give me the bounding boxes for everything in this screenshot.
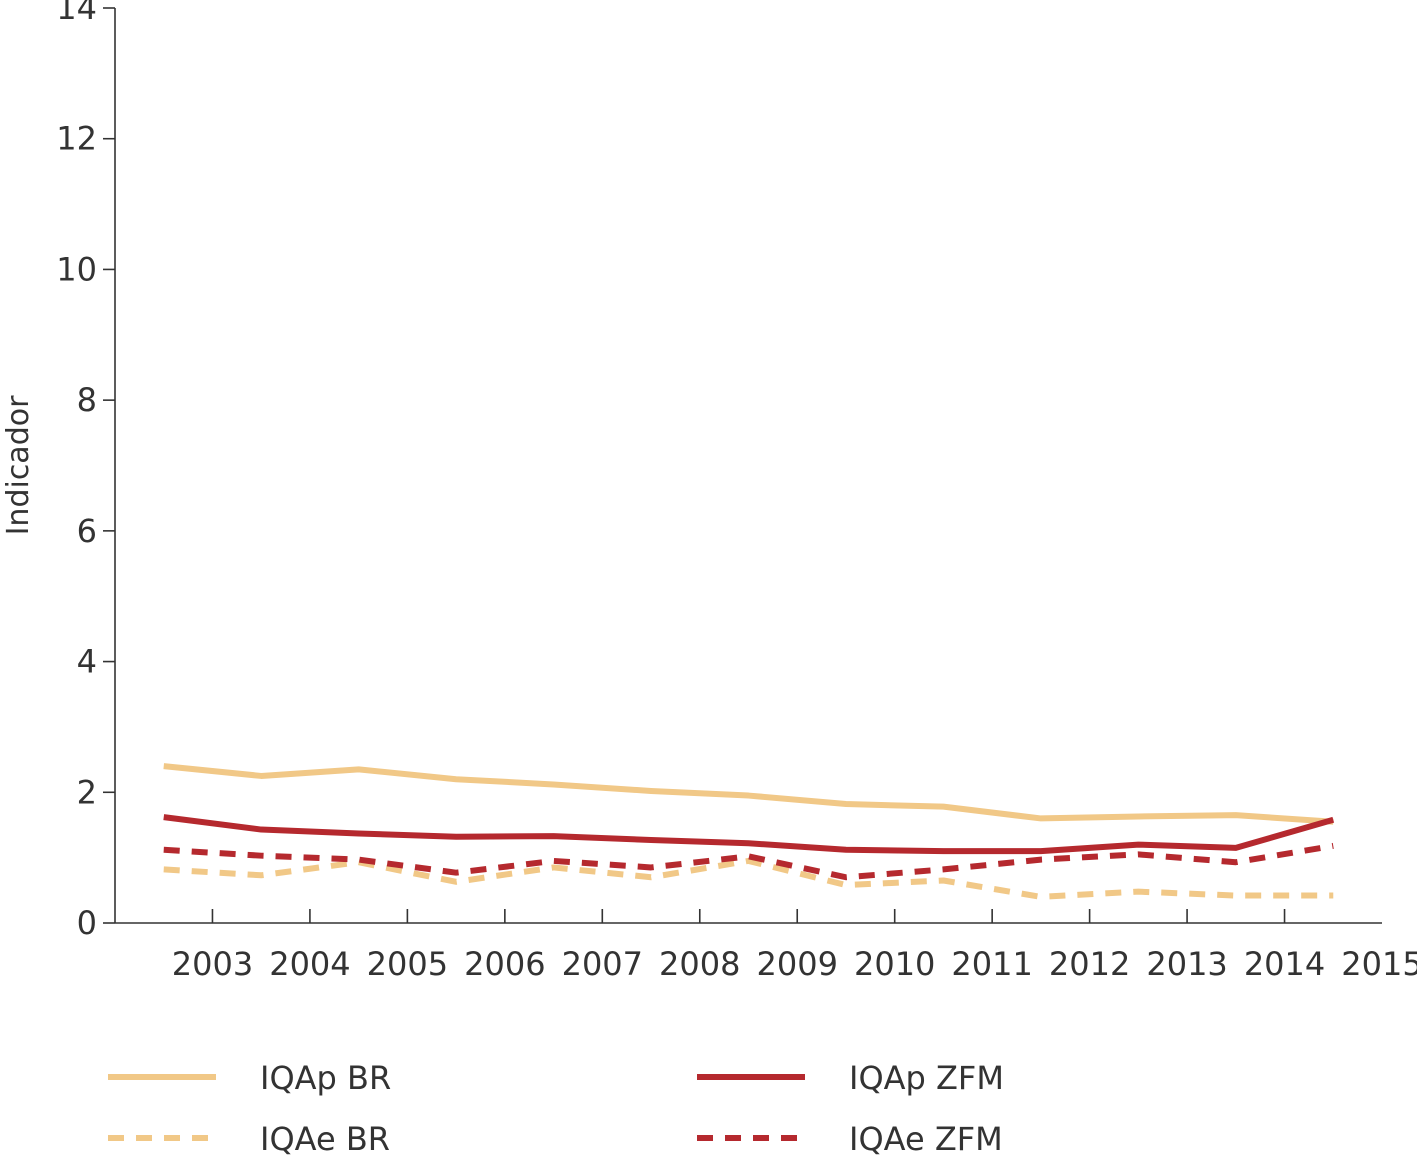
y-axis-ticks: 0 2 4 6 8 10 12 14: [56, 0, 115, 942]
y-tick-label: 0: [77, 904, 97, 942]
axes: [114, 8, 1382, 924]
x-tick-label: 2011: [951, 945, 1032, 983]
y-tick-label: 2: [77, 773, 97, 811]
legend-item: IQAe ZFM: [697, 1120, 1003, 1157]
x-tick-label: 2008: [659, 945, 740, 983]
legend-label: IQAe ZFM: [849, 1120, 1003, 1157]
y-tick-label: 8: [77, 381, 97, 419]
y-axis-title: Indicador: [1, 395, 36, 536]
x-tick-label: 2012: [1049, 945, 1130, 983]
series-line-iqap-br: [163, 763, 1334, 825]
x-tick-label: 2009: [757, 945, 838, 983]
series-line-iqae-br: [163, 857, 1334, 900]
y-tick-label: 10: [56, 250, 97, 288]
y-tick-label: 6: [77, 512, 97, 550]
x-tick-label: 2014: [1244, 945, 1325, 983]
y-tick-label: 4: [77, 643, 97, 681]
legend-item: IQAe BR: [108, 1120, 390, 1157]
x-tick-label: 2010: [854, 945, 935, 983]
x-tick-label: 2006: [464, 945, 545, 983]
y-tick-label: 12: [56, 120, 97, 158]
series-group: [163, 763, 1335, 900]
legend-label: IQAp BR: [260, 1059, 391, 1097]
legend-label: IQAp ZFM: [849, 1059, 1004, 1097]
x-axis-ticks: 2003 2004 2005 2006 2007 2008 2009 2010 2011 2012…: [172, 909, 1417, 983]
legend-item: IQAp ZFM: [697, 1059, 1004, 1097]
legend-item: IQAp BR: [108, 1059, 391, 1097]
y-tick-label: 14: [56, 0, 97, 27]
x-tick-label: 2003: [172, 945, 253, 983]
x-tick-label: 2013: [1146, 945, 1227, 983]
series-line-iqap-zfm: [163, 814, 1335, 855]
x-tick-label: 2007: [562, 945, 643, 983]
series-line-iqae-zfm: [163, 842, 1334, 881]
legend-label: IQAe BR: [260, 1120, 390, 1157]
x-tick-label: 2005: [367, 945, 448, 983]
x-tick-label: 2004: [269, 945, 350, 983]
x-tick-label: 2015: [1341, 945, 1417, 983]
legend: IQAp BR IQAp ZFM IQAe BR IQAe ZFM: [108, 1059, 1004, 1157]
